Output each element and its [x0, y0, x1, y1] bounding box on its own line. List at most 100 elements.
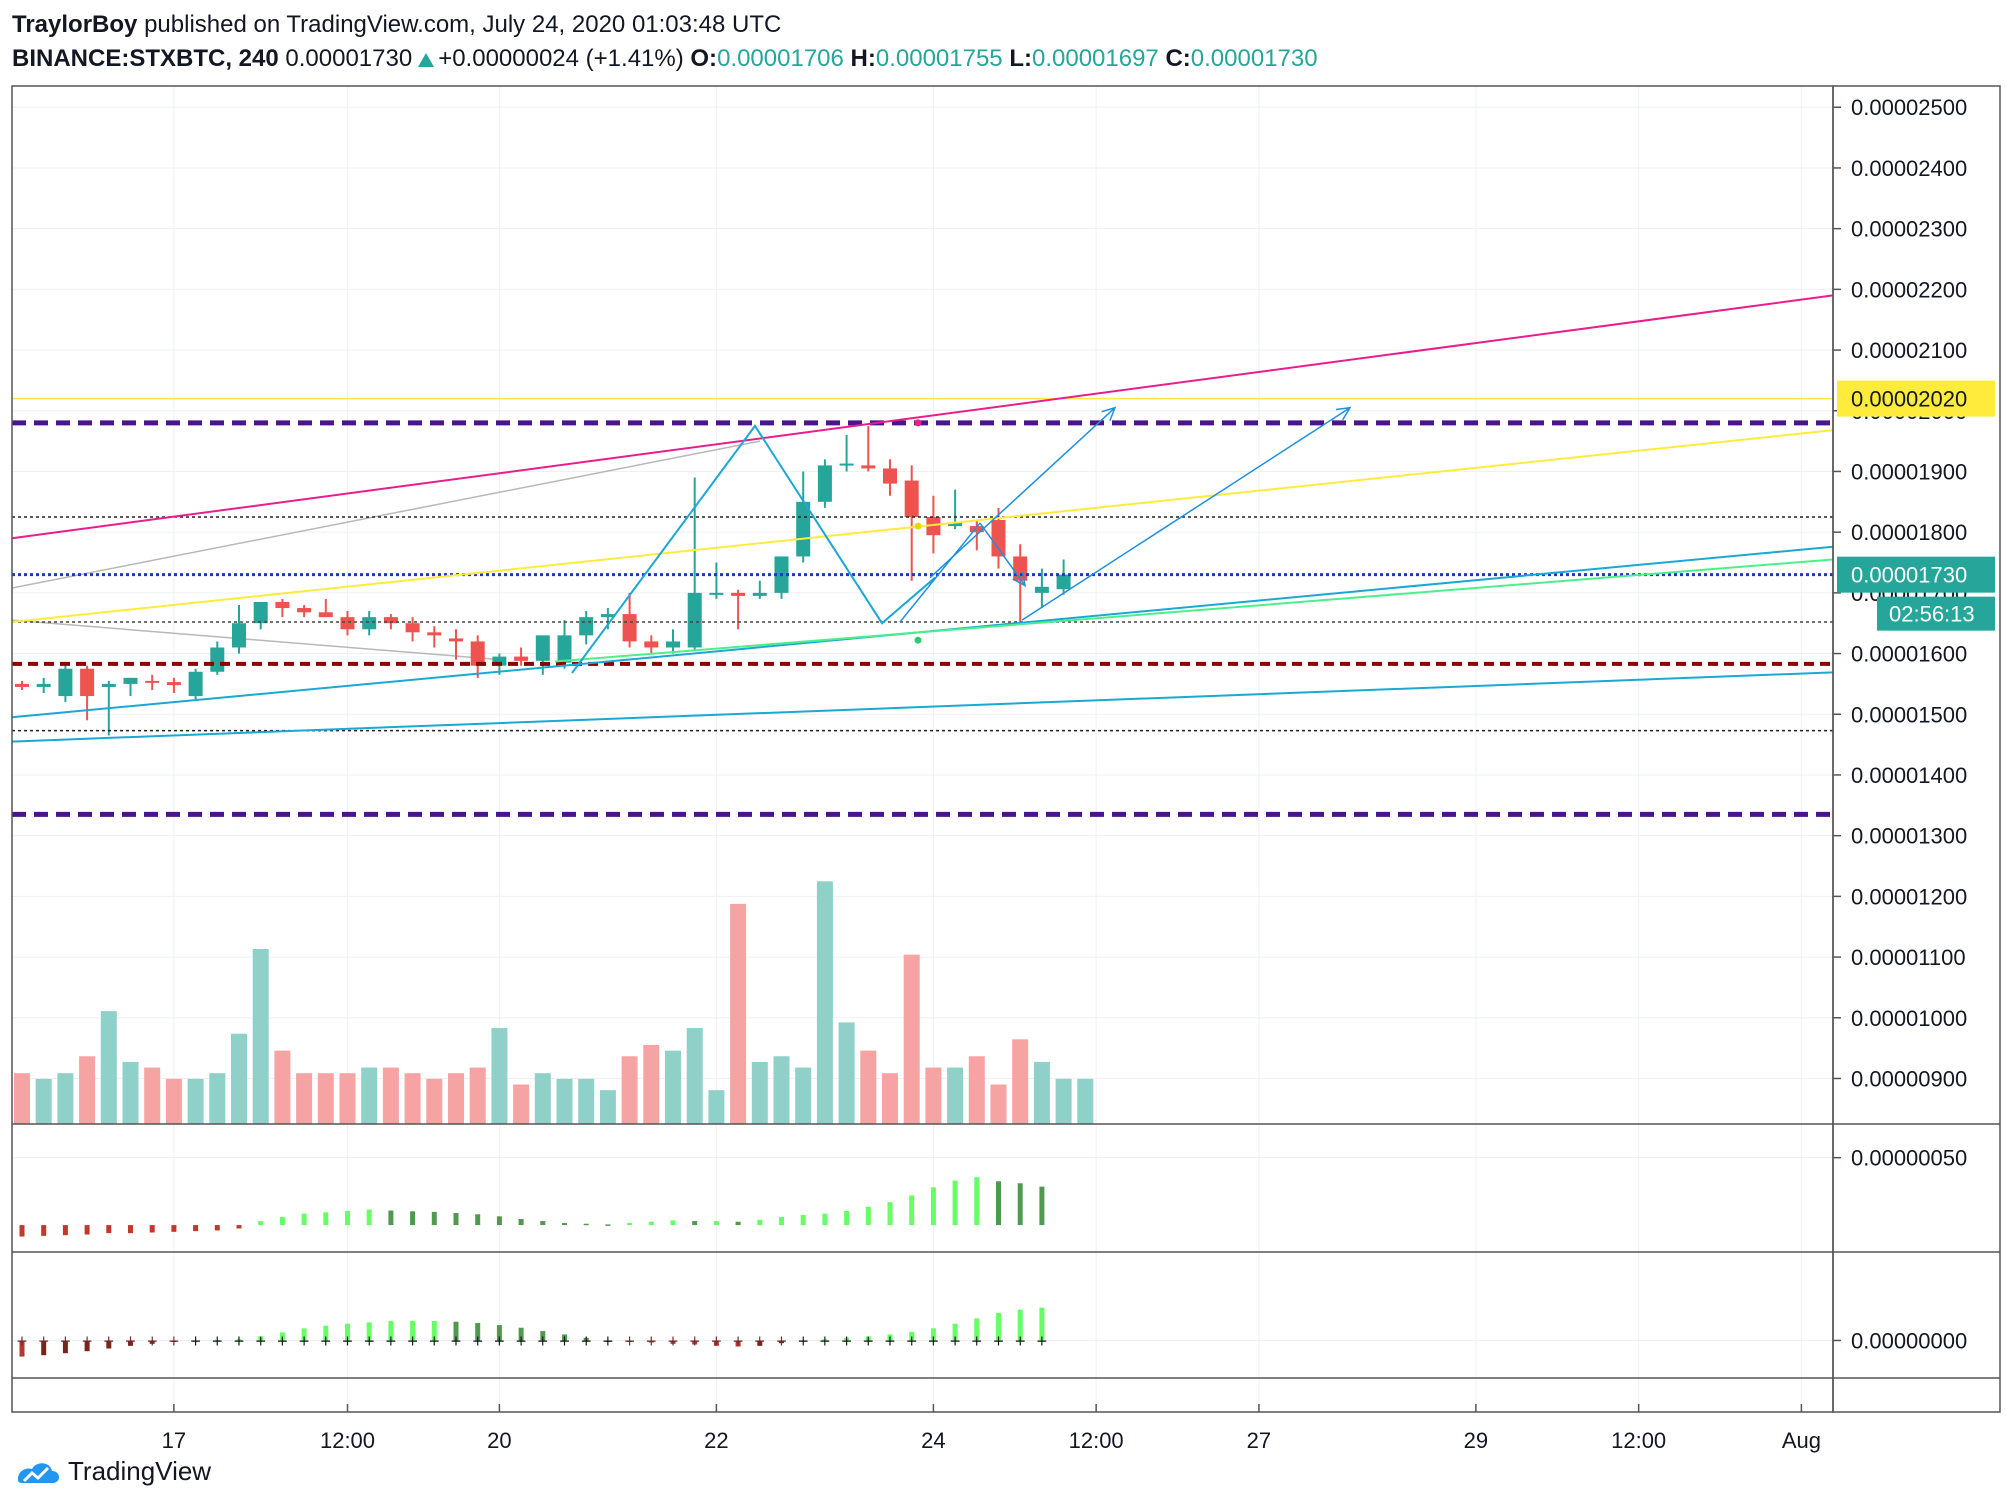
candle-body: [904, 480, 919, 517]
candle-body: [731, 592, 746, 596]
osc-cross-marker: +: [797, 1333, 809, 1349]
volume-bar: [187, 1078, 204, 1124]
time-tick-label: 29: [1464, 1428, 1488, 1453]
macd-hist-bar: [62, 1225, 68, 1236]
volume-bar: [665, 1050, 681, 1124]
macd-hist-bar: [800, 1214, 806, 1226]
volume-bar: [382, 1067, 399, 1124]
osc-cross-marker: +: [1036, 1333, 1048, 1349]
candle-body: [991, 520, 1006, 557]
candle-body: [492, 656, 507, 666]
volume-bar: [426, 1078, 443, 1124]
osc-hist-bar: [822, 1339, 828, 1341]
osc-cross-marker: +: [298, 1333, 310, 1349]
volume-bar: [274, 1050, 291, 1124]
volume-bar: [534, 1073, 551, 1124]
osc-hist-bar: [388, 1321, 394, 1341]
osc-hist-bar: [214, 1339, 220, 1342]
open-value: 0.00001706: [717, 45, 844, 72]
candle-body: [817, 465, 832, 502]
magenta-trendline: [11, 294, 1834, 540]
macd-hist-bar: [106, 1225, 112, 1234]
osc-hist-bar: [909, 1331, 915, 1341]
macd-hist-bar: [258, 1221, 264, 1226]
osc-hist-bar: [800, 1340, 806, 1342]
osc-cross-marker: +: [1014, 1333, 1026, 1349]
volume-bar: [448, 1073, 464, 1124]
time-tick-label: Aug: [1782, 1428, 1821, 1453]
volume-bar: [968, 1056, 985, 1124]
macd-hist-bar: [648, 1221, 654, 1226]
osc-cross-marker: +: [16, 1333, 28, 1349]
macd-hist-bar: [627, 1223, 633, 1226]
osc-hist-bar: [583, 1337, 589, 1341]
price-tick-label: 0.00002500: [1851, 95, 1967, 120]
candle-body: [297, 608, 312, 613]
low-label: L:: [1009, 45, 1032, 72]
countdown-label: 02:56:13: [1889, 602, 1975, 627]
time-tick-label: 12:00: [1069, 1428, 1124, 1453]
candle-body: [839, 463, 854, 466]
osc-hist-bar: [19, 1340, 25, 1357]
candle-body: [1034, 586, 1049, 593]
macd-hist-bar: [19, 1225, 25, 1237]
volume-bar: [252, 949, 269, 1124]
macd-hist-bar: [1017, 1183, 1023, 1226]
price-tick-label: 0.00002300: [1851, 217, 1967, 242]
grid-lines: [12, 86, 1833, 1412]
gray-trendline-lower: [11, 619, 501, 661]
volume-bar: [795, 1067, 812, 1124]
osc-hist-bar: [1039, 1307, 1045, 1341]
volume-bar: [513, 1084, 530, 1124]
publish-line: TraylorBoy published on TradingView.com,…: [12, 8, 1318, 42]
macd-hist-bar: [453, 1212, 459, 1226]
macd-hist-bar: [583, 1223, 589, 1226]
macd-hist-bar: [996, 1181, 1001, 1226]
osc-cross-marker: +: [125, 1333, 137, 1349]
price-axis[interactable]: 0.00002500 0.00002400 0.00002300 0.00002200…: [1833, 95, 1995, 1353]
macd-pane: [12, 1157, 1833, 1237]
candle-body: [275, 601, 290, 609]
volume-bar: [491, 1028, 508, 1124]
time-tick-label: 22: [704, 1428, 728, 1453]
drawing-tools-back[interactable]: [11, 440, 761, 661]
candle-body: [514, 656, 529, 661]
price-tick-label: 0.00000900: [1851, 1066, 1967, 1091]
volume-bar: [100, 1011, 117, 1124]
drawing-tools[interactable]: [11, 294, 1834, 817]
volume-bar: [621, 1056, 638, 1124]
green-dot: [914, 636, 922, 644]
price-tick-label: 0.00002100: [1851, 338, 1967, 363]
macd-hist-bar: [952, 1180, 958, 1226]
volume-bar: [14, 1073, 30, 1124]
macd-hist-bar: [279, 1216, 285, 1226]
volume-bar: [1012, 1039, 1029, 1124]
time-axis[interactable]: 17 12:00 20 22 24 12:00 27 29 12:00 Aug: [162, 1404, 1821, 1453]
time-tick-label: 17: [162, 1428, 186, 1453]
osc-cross-marker: +: [277, 1333, 289, 1349]
candle-body: [796, 501, 811, 557]
price-tick-label: 0.00001900: [1851, 459, 1967, 484]
macd-hist-bar: [236, 1225, 242, 1229]
magenta-dot: [914, 419, 922, 427]
osc-hist-bar: [279, 1332, 285, 1341]
candle-body: [579, 617, 594, 636]
macd-hist-bar: [214, 1225, 220, 1231]
osc-cross-marker: +: [645, 1333, 657, 1349]
published-text: published on TradingView.com, July 24, 2…: [144, 11, 782, 38]
price-badge: [1837, 556, 1995, 593]
candle-body: [666, 641, 680, 648]
candlestick-series[interactable]: [15, 425, 1071, 736]
volume-bar: [1055, 1078, 1072, 1124]
candle-body: [687, 592, 702, 648]
projection-arrow-up-long: [1021, 407, 1351, 621]
macd-hist-bar: [887, 1202, 893, 1226]
osc-hist-bar: [171, 1340, 177, 1342]
osc-cross-marker: +: [537, 1333, 549, 1349]
open-label: O:: [690, 45, 718, 72]
author-name[interactable]: TraylorBoy: [12, 11, 138, 38]
symbol-label[interactable]: BINANCE:STXBTC, 240: [12, 45, 279, 72]
candle-body: [232, 623, 246, 648]
osc-hist-bar: [496, 1325, 502, 1341]
